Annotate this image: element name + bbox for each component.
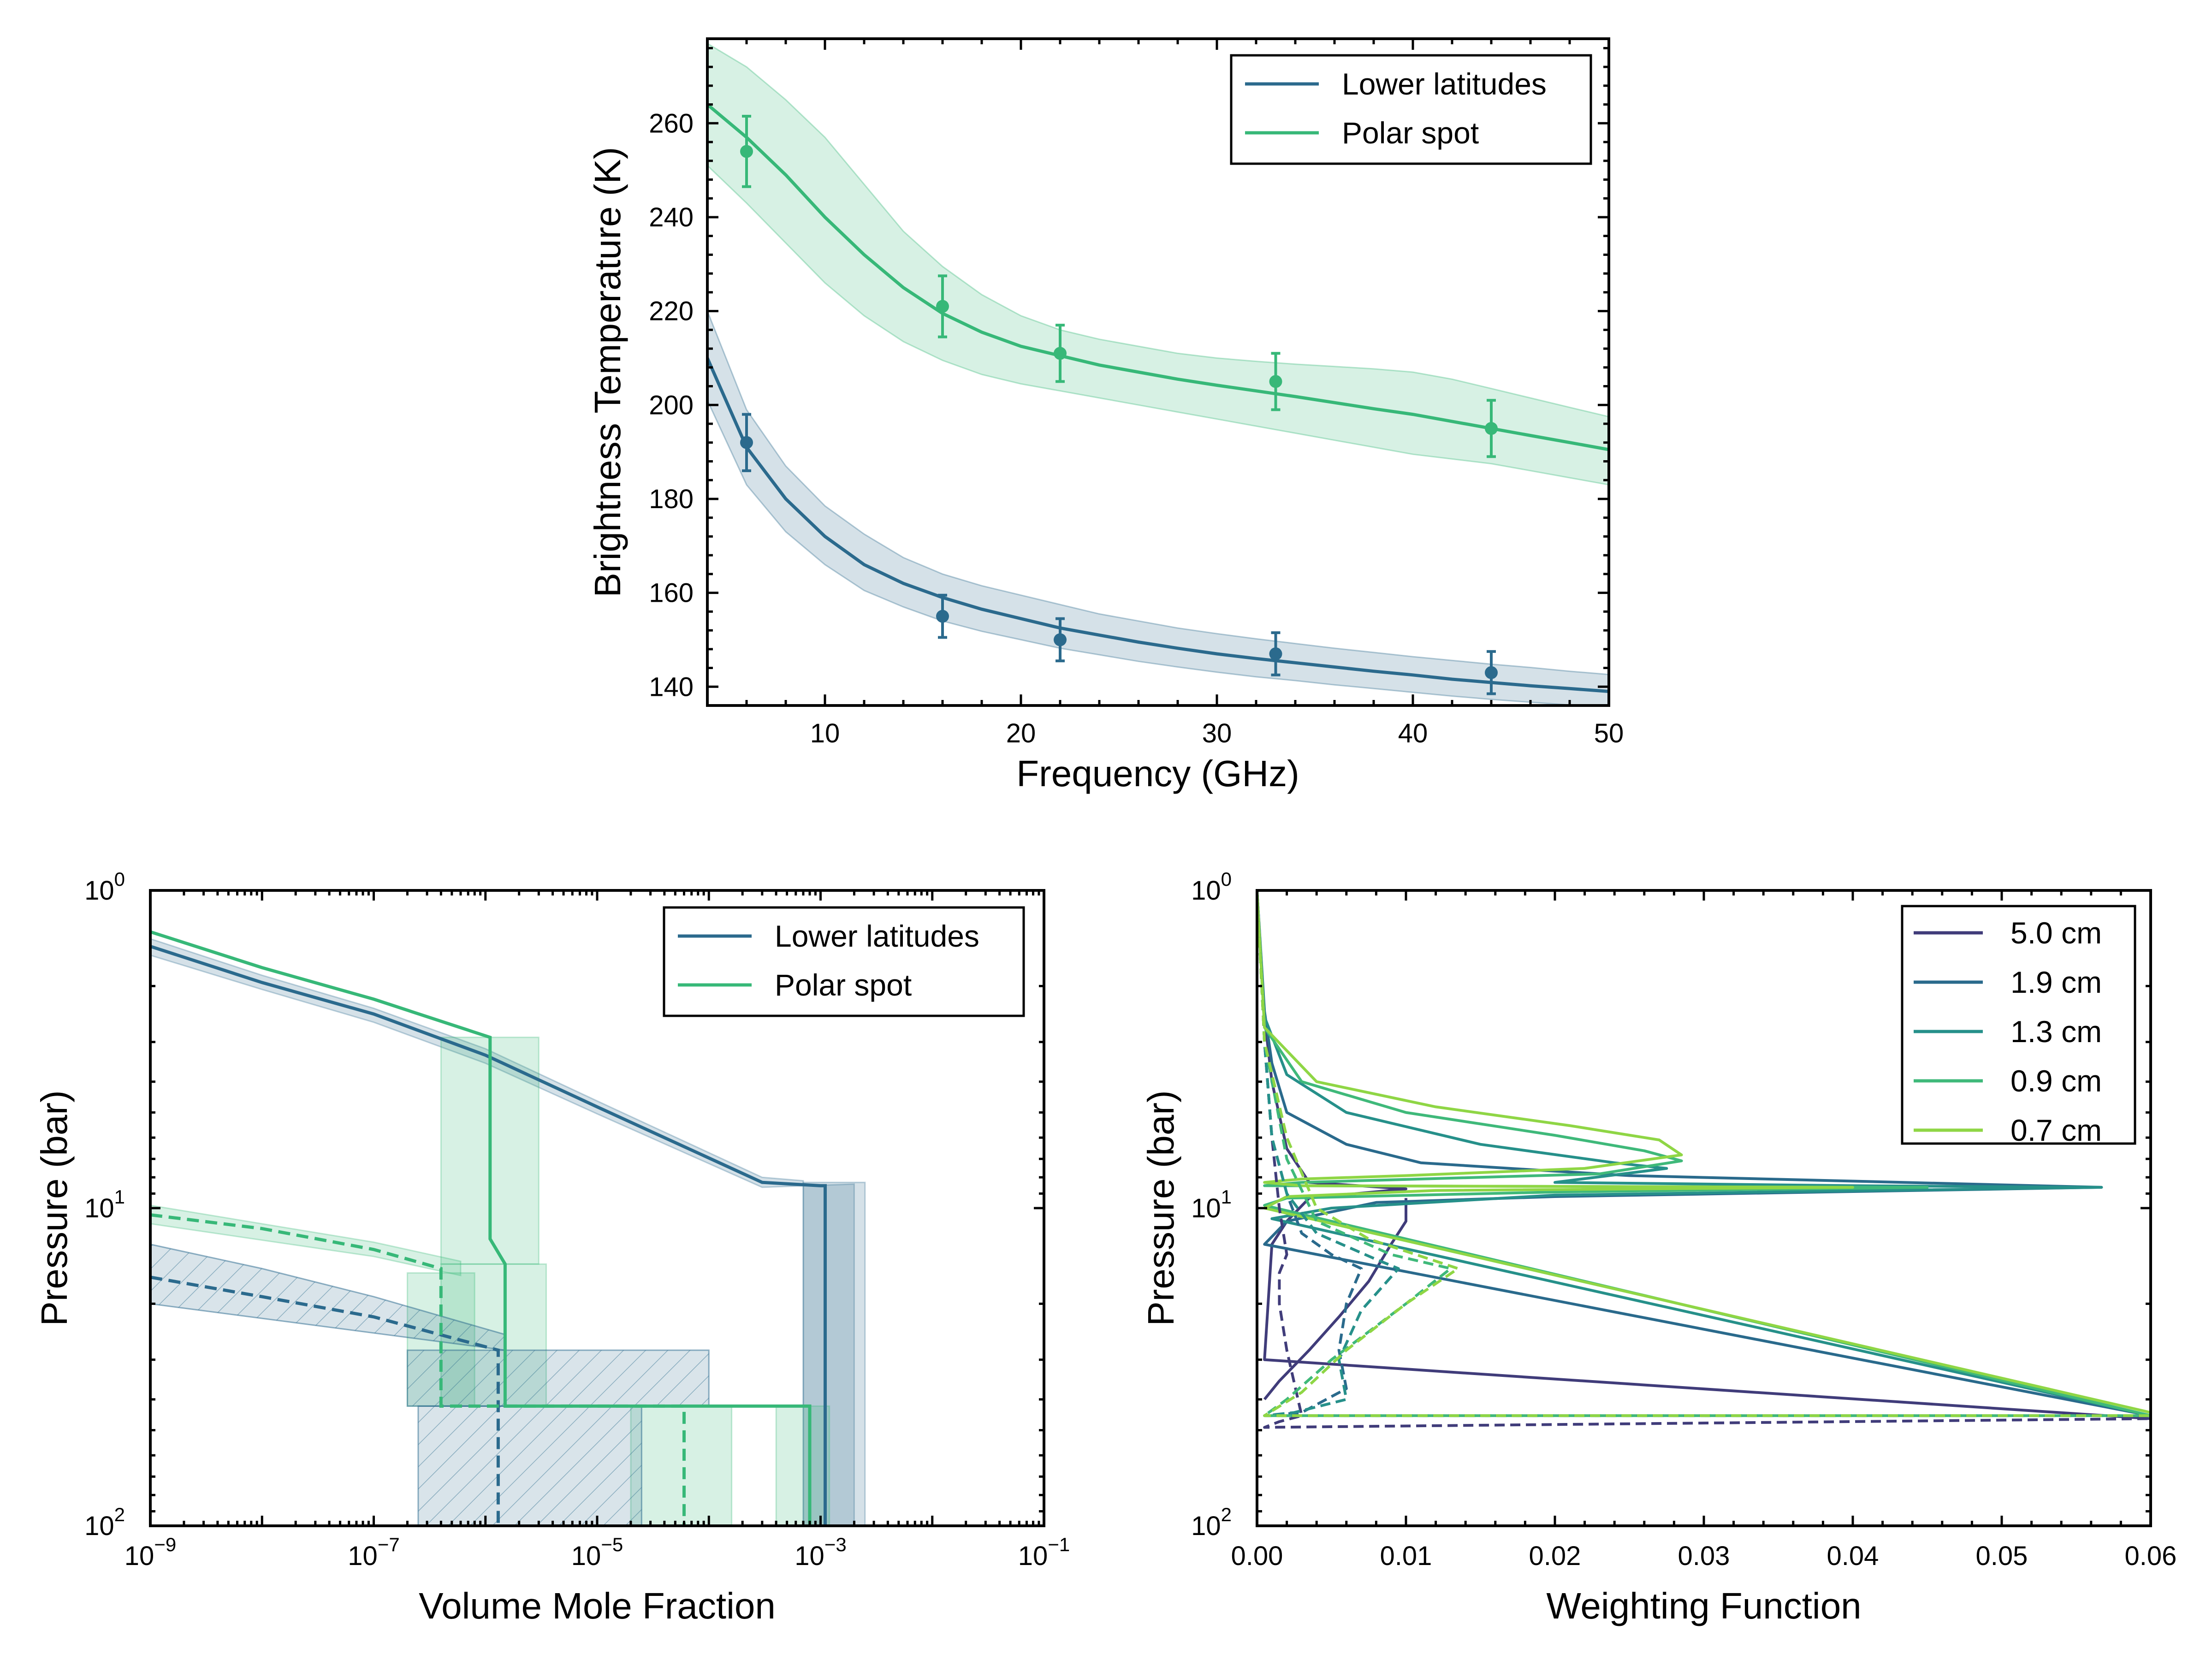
br-weighting-curve-8 [1257, 890, 2151, 1417]
br-x-tick-label: 0.04 [1827, 1541, 1879, 1571]
bl-uncertainty-band-0 [150, 938, 855, 1526]
br-legend: 5.0 cm 1.9 cm 1.3 cm 0.9 cm 0.7 cm [1901, 905, 2136, 1147]
bl-uncertainty-band-5 [775, 1405, 830, 1526]
br-legend-label-0-7: 0.7 cm [2010, 1113, 2102, 1147]
bl-profile-2 [150, 1275, 500, 1526]
bl-profile-3 [150, 1213, 686, 1526]
bl-legend-label-polar: Polar spot [775, 968, 912, 1002]
br-weighting-curve-1 [1263, 1198, 1407, 1400]
top-data-point [1485, 422, 1498, 435]
br-x-axis-label: Weighting Function [1546, 1585, 1861, 1626]
top-y-tick-label: 160 [649, 578, 694, 608]
top-x-tick-label: 50 [1594, 718, 1624, 748]
br-y-tick-label: 102 [1191, 1504, 1232, 1541]
bl-x-tick-label: 10−5 [571, 1534, 623, 1571]
top-y-tick-label: 220 [649, 296, 694, 326]
top-legend: Lower latitudes Polar spot [1230, 54, 1592, 165]
top-data-point [936, 610, 949, 623]
bl-uncertainty-band-1 [802, 1181, 866, 1526]
br-y-axis-label: Pressure (bar) [1140, 1090, 1181, 1326]
br-weighting-curve-6 [1257, 890, 2151, 1429]
top-model-line-0 [707, 357, 1609, 693]
top-data-point [1269, 375, 1282, 388]
br-x-tick-label: 0.05 [1976, 1541, 2028, 1571]
top-y-tick-label: 200 [649, 390, 694, 420]
top-x-tick-label: 10 [810, 718, 840, 748]
top-data-point [936, 300, 949, 313]
bl-y-tick-label: 101 [84, 1186, 125, 1223]
bl-x-tick-label: 10−1 [1018, 1534, 1070, 1571]
top-y-axis-label: Brightness Temperature (K) [587, 147, 628, 598]
bl-x-axis-label: Volume Mole Fraction [419, 1585, 776, 1626]
top-y-tick-label: 180 [649, 484, 694, 514]
bl-y-axis-label: Pressure (bar) [34, 1090, 75, 1326]
br-x-tick-label: 0.03 [1678, 1541, 1730, 1571]
br-weighting-curve-10 [1257, 890, 2151, 1417]
top-y-tick-label: 240 [649, 202, 694, 232]
bl-y-tick-label: 100 [84, 868, 125, 906]
bl-y-tick-label: 102 [84, 1504, 125, 1541]
br-x-tick-label: 0.02 [1529, 1541, 1581, 1571]
br-x-tick-label: 0.00 [1231, 1541, 1283, 1571]
br-y-tick-label: 100 [1191, 868, 1232, 906]
top-model-line-1 [707, 103, 1609, 451]
bl-uncertainty-band-4 [630, 1405, 733, 1526]
top-legend-label-lower: Lower latitudes [1342, 67, 1547, 101]
br-legend-label-0-9: 0.9 cm [2010, 1064, 2102, 1098]
top-data-point [1485, 666, 1498, 679]
br-weighting-curve-5 [1257, 890, 2151, 1414]
br-weighting-curve-7 [1257, 890, 2151, 1417]
top-y-tick-label: 140 [649, 672, 694, 702]
top-data-point [1054, 347, 1067, 360]
bl-x-tick-label: 10−7 [348, 1534, 399, 1571]
top-data-point [1269, 647, 1282, 660]
top-band-1 [707, 42, 1609, 486]
br-legend-label-5-0: 5.0 cm [2010, 916, 2102, 950]
brightness-temperature-panel: 10 20 30 40 50 140 160 180 200 220 240 260 Frequenc… [587, 37, 1624, 794]
br-y-tick-label: 101 [1191, 1186, 1232, 1223]
top-x-tick-label: 40 [1398, 718, 1428, 748]
br-legend-label-1-9: 1.9 cm [2010, 965, 2102, 999]
bl-legend: Lower latitudes Polar spot [663, 906, 1025, 1017]
bl-legend-label-lower: Lower latitudes [775, 919, 979, 953]
top-band-0 [707, 311, 1609, 706]
top-data-point [1054, 633, 1067, 646]
top-legend-label-polar: Polar spot [1342, 116, 1479, 150]
br-weighting-curve-3 [1257, 890, 2151, 1417]
br-weighting-curve-0 [1257, 890, 2151, 1420]
bl-profile-1 [150, 930, 812, 1526]
mole-fraction-panel: 10−9 10−7 10−5 10−3 10−1 100 101 102 Volume Mol… [34, 868, 1070, 1626]
top-axes-frame [706, 37, 1610, 707]
bl-profile-0 [150, 944, 827, 1526]
br-x-tick-label: 0.01 [1380, 1541, 1432, 1571]
bl-uncertainty-band-9 [406, 1349, 710, 1407]
br-legend-label-1-3: 1.3 cm [2010, 1014, 2102, 1049]
top-x-tick-label: 30 [1202, 718, 1232, 748]
bl-uncertainty-band-10 [417, 1405, 642, 1526]
top-y-tick-label: 260 [649, 108, 694, 138]
bl-uncertainty-band-8 [150, 1243, 506, 1351]
top-x-axis-label: Frequency (GHz) [1016, 753, 1299, 794]
br-x-tick-label: 0.06 [2125, 1541, 2177, 1571]
top-data-point [740, 436, 753, 449]
top-data-point [740, 145, 753, 158]
weighting-function-panel: 0.00 0.01 0.02 0.03 0.04 0.05 0.06 100 101 102 We… [1140, 868, 2176, 1626]
br-weighting-curve-4 [1257, 890, 2151, 1417]
top-x-tick-label: 20 [1006, 718, 1036, 748]
bl-x-tick-label: 10−3 [795, 1534, 846, 1571]
bl-x-tick-label: 10−9 [125, 1534, 176, 1571]
